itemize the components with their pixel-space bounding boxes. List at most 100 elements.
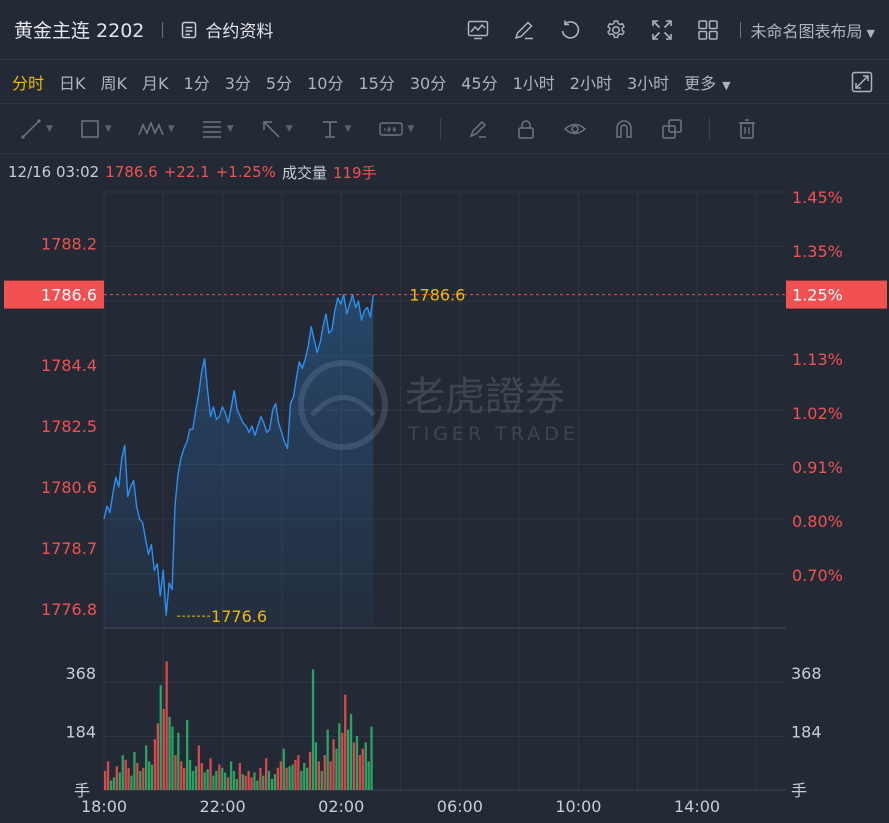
volume-bar xyxy=(121,755,124,790)
volume-bar xyxy=(361,748,364,790)
volume-bar xyxy=(168,716,171,790)
brush-icon xyxy=(470,120,487,138)
price-label-tool[interactable]: ▼ xyxy=(378,118,415,140)
current-pct-badge-text: 1.25% xyxy=(792,286,843,305)
fibonacci-icon xyxy=(202,120,221,138)
pct-tick-label: 0.91% xyxy=(792,458,843,477)
price-tick-label: 1780.6 xyxy=(41,478,97,497)
lock-icon xyxy=(518,119,535,139)
caret-down-icon: ▼ xyxy=(407,123,415,134)
indicator-chart-button[interactable] xyxy=(466,18,490,42)
layers-tool[interactable] xyxy=(661,118,683,140)
volume-bar xyxy=(367,761,370,790)
edit-button[interactable] xyxy=(512,18,536,42)
volume-bar xyxy=(250,777,253,790)
period-tab[interactable]: 45分 xyxy=(461,73,498,93)
period-tab[interactable]: 周K xyxy=(100,73,128,93)
volume-bar xyxy=(291,764,294,790)
volume-bar xyxy=(227,777,230,790)
magnet-tool[interactable] xyxy=(613,118,635,140)
refresh-button[interactable] xyxy=(558,18,582,42)
volume-bar xyxy=(194,766,198,790)
volume-bar xyxy=(180,761,183,790)
grid-layout-button[interactable] xyxy=(696,18,720,42)
visibility-tool[interactable] xyxy=(563,118,587,140)
volume-bar xyxy=(338,723,341,790)
volume-bar xyxy=(200,763,203,790)
expand-chart-button[interactable] xyxy=(851,71,873,93)
chart-overlays: 1786.6 1.25% 1786.6 1776.6 xyxy=(4,280,887,626)
price-label-icon xyxy=(378,121,403,136)
period-tab[interactable]: 2小时 xyxy=(569,73,612,93)
period-tab[interactable]: 1小时 xyxy=(512,73,555,93)
volume-bar xyxy=(147,761,151,790)
chart-icon xyxy=(467,20,488,39)
grid-icon xyxy=(697,19,718,40)
period-tab[interactable]: 月K xyxy=(142,73,169,93)
layout-selector[interactable]: 未命名图表布局 ▼ xyxy=(751,18,875,42)
period-more-button[interactable]: 更多 ▼ xyxy=(684,70,730,94)
instrument-title: 黄金主连 2202 xyxy=(14,20,145,42)
delete-tool[interactable] xyxy=(736,118,758,140)
volume-bar xyxy=(186,720,189,790)
volume-bar xyxy=(197,745,200,790)
lock-tool[interactable] xyxy=(515,118,537,140)
period-tab[interactable]: 30分 xyxy=(409,73,447,93)
settings-button[interactable] xyxy=(604,18,628,42)
fibonacci-tool[interactable]: ▼ xyxy=(201,118,234,140)
volume-tick-label-right: 184 xyxy=(791,723,822,742)
volume-bar xyxy=(270,778,274,790)
brush-tool[interactable] xyxy=(467,118,489,140)
contract-info-button[interactable]: 合约资料 xyxy=(181,17,273,42)
volume-bar xyxy=(106,761,110,790)
pattern-tool[interactable]: ▼ xyxy=(138,118,175,140)
text-tool[interactable]: ▼ xyxy=(319,118,352,140)
period-tab[interactable]: 15分 xyxy=(358,73,395,93)
toolbar-divider xyxy=(440,117,442,140)
quote-change-pct: +1.25% xyxy=(215,163,276,181)
caret-down-icon: ▼ xyxy=(104,123,112,134)
period-tab[interactable]: 分时 xyxy=(12,73,45,93)
trend-line-tool[interactable]: ▼ xyxy=(20,118,53,140)
caret-down-icon: ▼ xyxy=(46,123,53,134)
volume-bars xyxy=(104,661,373,790)
fullscreen-button[interactable] xyxy=(650,18,674,42)
period-tab[interactable]: 日K xyxy=(59,73,86,93)
refresh-icon xyxy=(561,20,579,39)
period-tab[interactable]: 10分 xyxy=(307,73,344,93)
trend-line-icon xyxy=(21,118,41,139)
volume-bar xyxy=(118,772,121,790)
volume-tick-label: 368 xyxy=(65,664,96,683)
caret-down-icon: ▼ xyxy=(285,123,293,134)
layout-label: 未命名图表布局 xyxy=(750,21,863,41)
rectangle-tool[interactable]: ▼ xyxy=(79,118,112,140)
quote-volume-label: 成交量 xyxy=(281,163,327,182)
pct-tick-label: 0.70% xyxy=(792,566,843,585)
period-tab[interactable]: 3小时 xyxy=(626,73,670,93)
pct-tick-label: 1.45% xyxy=(792,188,843,207)
text-icon xyxy=(322,120,337,138)
volume-bar xyxy=(183,767,186,790)
low-price-annotation: 1776.6 xyxy=(211,607,267,626)
volume-bar xyxy=(320,770,323,790)
volume-bar xyxy=(267,770,271,790)
watermark-text-cn: 老虎證券 xyxy=(405,374,565,420)
volume-bar xyxy=(262,775,265,790)
volume-bar xyxy=(109,780,113,790)
volume-bar xyxy=(215,770,218,790)
period-tab[interactable]: 3分 xyxy=(224,73,251,93)
caret-down-icon: ▼ xyxy=(167,123,175,134)
quote-price: 1786.6 xyxy=(105,163,158,181)
period-tab[interactable]: 1分 xyxy=(183,73,210,93)
volume-bar xyxy=(224,772,227,790)
pencil-icon xyxy=(514,20,533,39)
volume-bar xyxy=(347,729,350,790)
price-tick-label: 1788.2 xyxy=(41,234,97,253)
toolbar-divider xyxy=(709,117,711,140)
period-tab[interactable]: 5分 xyxy=(265,73,293,93)
volume-bar xyxy=(288,766,291,790)
volume-bar xyxy=(247,770,250,790)
arrow-tool[interactable]: ▼ xyxy=(260,118,293,140)
volume-bar xyxy=(165,661,168,790)
